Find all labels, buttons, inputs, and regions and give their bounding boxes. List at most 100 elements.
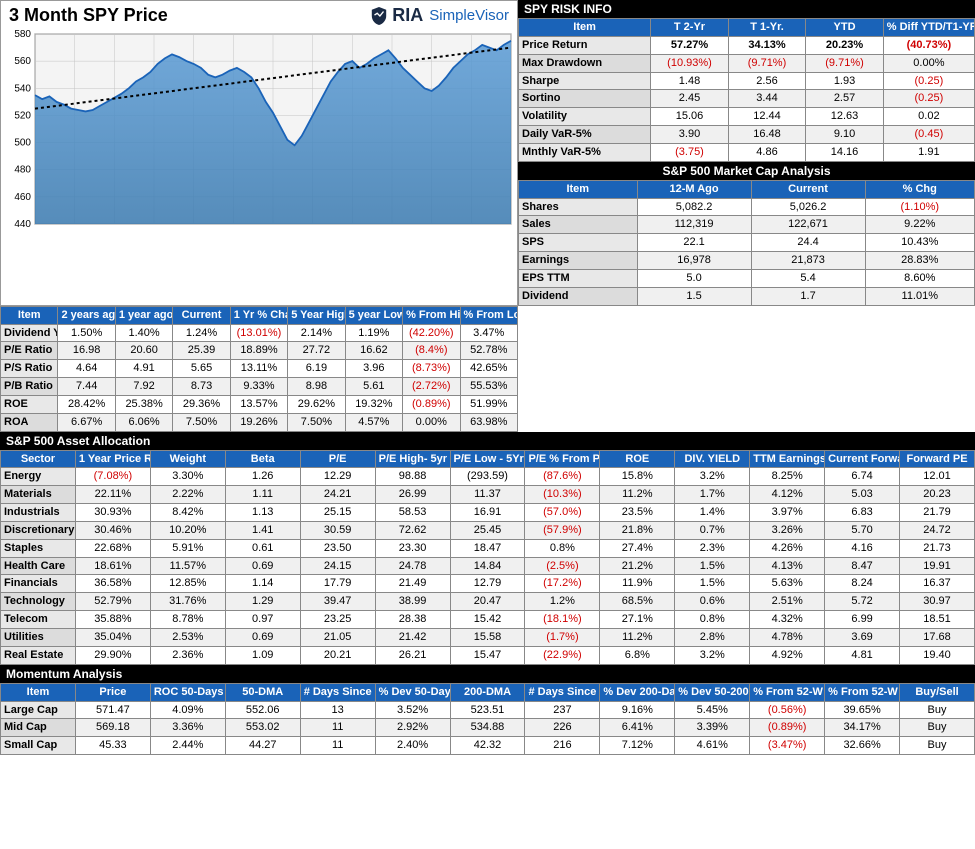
cell: 4.57%	[345, 413, 402, 431]
svg-text:580: 580	[14, 30, 31, 40]
table-row: Telecom35.88%8.78%0.9723.2528.3815.42(18…	[1, 611, 975, 629]
cell: 5,082.2	[637, 198, 751, 216]
cell: 7.44	[58, 378, 115, 396]
cell: 3.97%	[750, 504, 825, 522]
row-label: ROE	[1, 395, 58, 413]
cell: 22.1	[637, 234, 751, 252]
cell: 14.16	[806, 143, 884, 161]
cell: 52.79%	[75, 593, 150, 611]
cell: 21.42	[375, 629, 450, 647]
cell: Buy	[900, 719, 975, 737]
cell: (2.72%)	[403, 378, 460, 396]
table-row: Sharpe1.482.561.93(0.25)	[519, 72, 975, 90]
cell: 34.17%	[825, 719, 900, 737]
col-header: Weight	[150, 450, 225, 468]
cell: 4.86	[728, 143, 806, 161]
cell: 1.24%	[173, 324, 230, 342]
table-row: SPS22.124.410.43%	[519, 234, 975, 252]
cell: 11.2%	[600, 486, 675, 504]
table-row: Dividend Yield1.50%1.40%1.24%(13.01%)2.1…	[1, 324, 518, 342]
cell: 21.05	[300, 629, 375, 647]
cell: 12.01	[900, 468, 975, 486]
col-header: Item	[519, 180, 638, 198]
cell: 42.65%	[460, 360, 518, 378]
cell: 112,319	[637, 216, 751, 234]
cell: 21.8%	[600, 521, 675, 539]
cell: 16.91	[450, 504, 525, 522]
cell: (1.10%)	[865, 198, 974, 216]
cell: 6.41%	[600, 719, 675, 737]
cell: (10.3%)	[525, 486, 600, 504]
cell: 6.8%	[600, 646, 675, 664]
cell: 19.26%	[230, 413, 287, 431]
cell: 571.47	[75, 701, 150, 719]
cell: 5.63%	[750, 575, 825, 593]
table-row: Sortino2.453.442.57(0.25)	[519, 90, 975, 108]
cell: 23.25	[300, 611, 375, 629]
cell: 2.36%	[150, 646, 225, 664]
table-row: Materials22.11%2.22%1.1124.2126.9911.37(…	[1, 486, 975, 504]
cell: 1.91	[883, 143, 974, 161]
cell: 8.24	[825, 575, 900, 593]
row-label: P/S Ratio	[1, 360, 58, 378]
cell: (0.89%)	[750, 719, 825, 737]
cell: 16.48	[728, 126, 806, 144]
table-row: Utilities35.04%2.53%0.6921.0521.4215.58(…	[1, 629, 975, 647]
cell: 15.06	[651, 108, 729, 126]
cell: 3.69	[825, 629, 900, 647]
col-header: % Diff YTD/T1-YR	[883, 19, 974, 37]
cell: 2.40%	[375, 737, 450, 755]
cell: 0.8%	[525, 539, 600, 557]
cell: 34.13%	[728, 36, 806, 54]
cell: 7.92	[115, 378, 172, 396]
row-label: P/E Ratio	[1, 342, 58, 360]
cell: 1.2%	[525, 593, 600, 611]
cell: 237	[525, 701, 600, 719]
cell: 6.99	[825, 611, 900, 629]
table-row: P/B Ratio7.447.928.739.33%8.985.61(2.72%…	[1, 378, 518, 396]
cell: 552.06	[225, 701, 300, 719]
cell: 18.61%	[75, 557, 150, 575]
cell: 3.30%	[150, 468, 225, 486]
col-header: Forward PE	[900, 450, 975, 468]
cell: 23.50	[300, 539, 375, 557]
cell: 1.26	[225, 468, 300, 486]
col-header: % From 52-W Low	[825, 683, 900, 701]
row-label: Shares	[519, 198, 638, 216]
cell: 25.39	[173, 342, 230, 360]
alloc-panel: S&P 500 Asset Allocation Sector1 Year Pr…	[0, 432, 975, 665]
cell: 3.26%	[750, 521, 825, 539]
col-header: % Dev 50-Day	[375, 683, 450, 701]
cell: (0.56%)	[750, 701, 825, 719]
cell: (293.59)	[450, 468, 525, 486]
cell: 13.57%	[230, 395, 287, 413]
cell: 24.4	[751, 234, 865, 252]
cell: 22.68%	[75, 539, 150, 557]
cell: 52.78%	[460, 342, 518, 360]
row-label: SPS	[519, 234, 638, 252]
mcap-table: Item12-M AgoCurrent% ChgShares5,082.25,0…	[518, 180, 975, 306]
col-header: Item	[1, 683, 76, 701]
col-header: % From Low	[460, 306, 518, 324]
shield-icon	[370, 6, 388, 26]
cell: (9.71%)	[806, 54, 884, 72]
cell: 1.11	[225, 486, 300, 504]
cell: 0.61	[225, 539, 300, 557]
cell: 2.53%	[150, 629, 225, 647]
cell: 16.37	[900, 575, 975, 593]
cell: 1.09	[225, 646, 300, 664]
cell: (0.25)	[883, 72, 974, 90]
cell: 24.72	[900, 521, 975, 539]
cell: 13	[300, 701, 375, 719]
cell: 30.93%	[75, 504, 150, 522]
cell: 19.40	[900, 646, 975, 664]
cell: (17.2%)	[525, 575, 600, 593]
cell: (7.08%)	[75, 468, 150, 486]
row-label: Financials	[1, 575, 76, 593]
cell: 31.76%	[150, 593, 225, 611]
cell: 17.79	[300, 575, 375, 593]
cell: 17.68	[900, 629, 975, 647]
cell: 5.61	[345, 378, 402, 396]
cell: 216	[525, 737, 600, 755]
table-row: Daily VaR-5%3.9016.489.10(0.45)	[519, 126, 975, 144]
